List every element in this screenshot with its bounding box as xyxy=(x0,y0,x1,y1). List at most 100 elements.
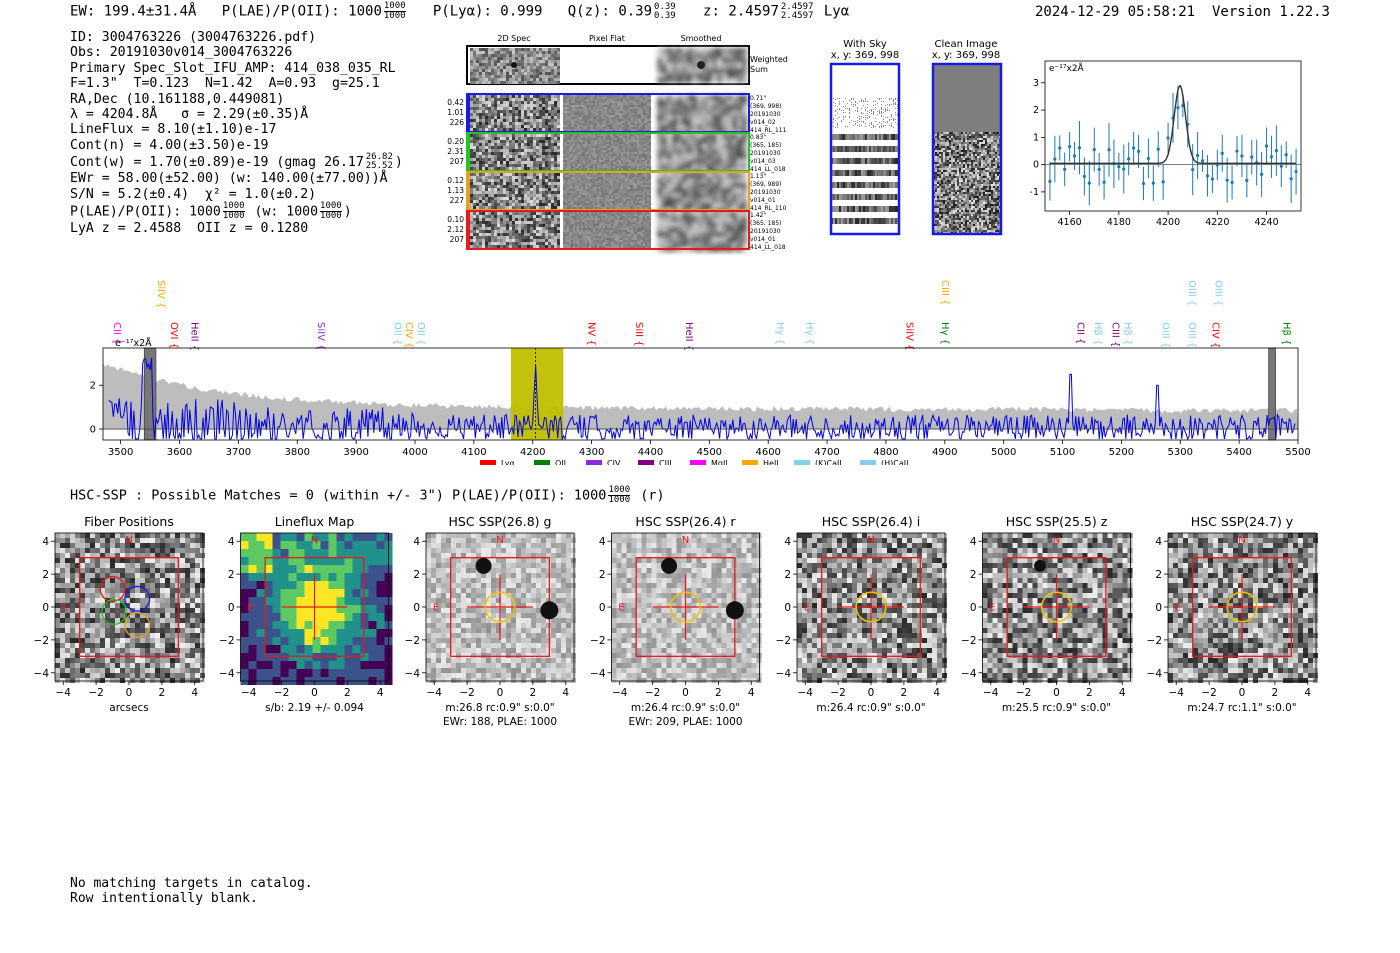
east-label: E xyxy=(618,602,624,613)
fiber-pixel-flat xyxy=(563,173,651,209)
zoom-xtick: 4180 xyxy=(1107,217,1131,228)
hsc-xtick: −4 xyxy=(426,687,442,699)
hsc-ytick: 0 xyxy=(970,602,977,614)
spectrum-ylabel: e⁻¹⁷x2Å xyxy=(115,337,152,349)
plya-label: P(Lyα): 0.999 xyxy=(432,3,543,20)
hsc-image-noise xyxy=(982,533,1133,683)
version: Version 1.22.3 xyxy=(1211,4,1330,20)
fiber-row-info: (369, 998) xyxy=(750,103,781,110)
hsc-ytick: 4 xyxy=(599,536,606,548)
hsc-panel-title: Lineflux Map xyxy=(275,514,355,529)
source-dot xyxy=(511,62,517,68)
fiber-row-stat: 227 xyxy=(450,196,465,205)
spectrum-ytick: 0 xyxy=(90,425,96,436)
info-lya: LyA z = 2.4588 OII z = 0.1280 xyxy=(70,221,309,237)
zoom-ylabel: e⁻¹⁷x2Å xyxy=(1049,62,1085,74)
legend-swatch xyxy=(586,460,602,465)
masked-region xyxy=(1268,347,1276,441)
zoom-point xyxy=(1102,180,1106,184)
footer-line-2: Row intentionally blank. xyxy=(70,891,258,906)
zoom-point xyxy=(1136,149,1141,153)
hsc-ytick: 4 xyxy=(228,536,235,548)
spectrum-frame xyxy=(102,347,1299,441)
hsc-ytick: −4 xyxy=(590,668,606,680)
hsc-xtick: −2 xyxy=(645,687,660,699)
info-radec: RA,Dec (10.161188,0.449081) xyxy=(70,91,285,107)
east-label: E xyxy=(804,602,810,613)
hsc-xtick: 4 xyxy=(377,687,384,699)
hsc-xtick: −4 xyxy=(983,687,999,699)
hsc-panel-r: HSC SSP(26.4) r N E −4 −4 −2 −2 0 0 2 2 4 4 m:26.4 rc… xyxy=(590,514,762,728)
fiber-row-info: (365, 185) xyxy=(750,142,781,149)
legend-swatch xyxy=(480,460,496,465)
info-id: ID: 3004763226 (3004763226.pdf) xyxy=(70,30,317,45)
fiber-row-info: 0.71" xyxy=(750,95,766,102)
hsc-panel-title: HSC SSP(26.4) r xyxy=(635,514,736,529)
north-label: N xyxy=(1238,535,1245,546)
neighbor-source xyxy=(661,557,678,574)
zoom-point xyxy=(1250,155,1254,159)
zoom-point xyxy=(1196,153,1200,158)
spectrum-xtick: 4500 xyxy=(697,447,722,458)
north-label: N xyxy=(125,535,132,546)
hsc-ytick: 0 xyxy=(1155,602,1162,614)
fiber-row-info: v014_03 xyxy=(750,158,776,165)
hsc-ytick: −4 xyxy=(961,668,977,680)
hsc-ytick: −2 xyxy=(405,635,420,647)
zoom-point xyxy=(1230,180,1234,185)
emission-line-label: OVI { xyxy=(168,322,179,349)
emission-line-label: OIII { xyxy=(1213,280,1224,306)
spectrum-xtick: 4700 xyxy=(814,447,839,458)
zoom-xtick: 4160 xyxy=(1058,217,1082,228)
legend-swatch xyxy=(690,460,706,465)
hsc-caption: m:26.4 rc:0.9" s:0.0" xyxy=(816,702,925,714)
north-label: N xyxy=(311,535,318,546)
fiber-circle xyxy=(124,612,151,639)
hsc-ytick: 2 xyxy=(228,569,235,581)
aperture-circle xyxy=(669,591,702,623)
zoom-point xyxy=(1077,146,1082,150)
info-obs: Obs: 20191030v014_3004763226 xyxy=(70,45,293,61)
zoom-point xyxy=(1284,153,1288,157)
zoom-point xyxy=(1082,174,1086,178)
zoom-ytick: 2 xyxy=(1033,105,1039,116)
zoom-point xyxy=(1068,145,1072,149)
hsc-xtick: 4 xyxy=(562,687,569,699)
hsc-caption: s/b: 2.19 +/- 0.094 xyxy=(265,702,364,714)
hsc-ytick: −2 xyxy=(219,635,234,647)
zoom-point xyxy=(1205,174,1210,178)
hsc-xtick: 0 xyxy=(311,687,318,699)
neighbor-source xyxy=(1034,559,1047,572)
fiber-row-info: 20191030 xyxy=(750,150,781,157)
zoom-fit-curve xyxy=(1049,84,1297,164)
hsc-caption-2: EWr: 188, PLAE: 1000 xyxy=(443,716,557,728)
emission-line-label: Hγ { xyxy=(939,322,950,345)
info-plae: P(LAE)/P(OII): 1000 1000 1000 (w: 1000 1000… xyxy=(70,201,352,222)
hsc-xtick: −4 xyxy=(55,687,71,699)
hsc-xtick: 2 xyxy=(1272,687,1279,699)
legend-label: (K)CaII xyxy=(815,459,842,465)
header-timestamp: 2024-12-29 05:58:21 Version 1.22.3 xyxy=(1035,4,1330,20)
spectrum-xtick: 5500 xyxy=(1285,447,1310,458)
hsc-xtick: −2 xyxy=(830,687,845,699)
hsc-ytick: 0 xyxy=(42,602,49,614)
emission-line-label: Hβ { xyxy=(1092,322,1103,345)
fiber-row-info: 414_LL_018 xyxy=(750,244,786,251)
fiber-color-bar xyxy=(467,133,470,171)
spectrum-xtick: 3700 xyxy=(226,447,251,458)
fiber-row-stat: 207 xyxy=(450,157,465,166)
zoom-frame xyxy=(1044,60,1302,212)
hsc-ytick: 2 xyxy=(413,569,420,581)
footer-line-1: No matching targets in catalog. xyxy=(70,876,313,891)
emission-line-label: CII { xyxy=(1074,322,1085,344)
hsc-panel-title: HSC SSP(25.5) z xyxy=(1006,514,1108,529)
neighbor-source xyxy=(540,601,559,620)
east-label: E xyxy=(433,602,439,613)
legend-label: OII xyxy=(555,459,566,465)
zoom-point xyxy=(1166,136,1170,140)
east-label: E xyxy=(1175,602,1181,613)
hsc-ytick: −4 xyxy=(34,668,50,680)
fiber-circle xyxy=(101,598,128,625)
clean-title: Clean Image xyxy=(935,39,998,50)
search-box xyxy=(264,557,365,657)
